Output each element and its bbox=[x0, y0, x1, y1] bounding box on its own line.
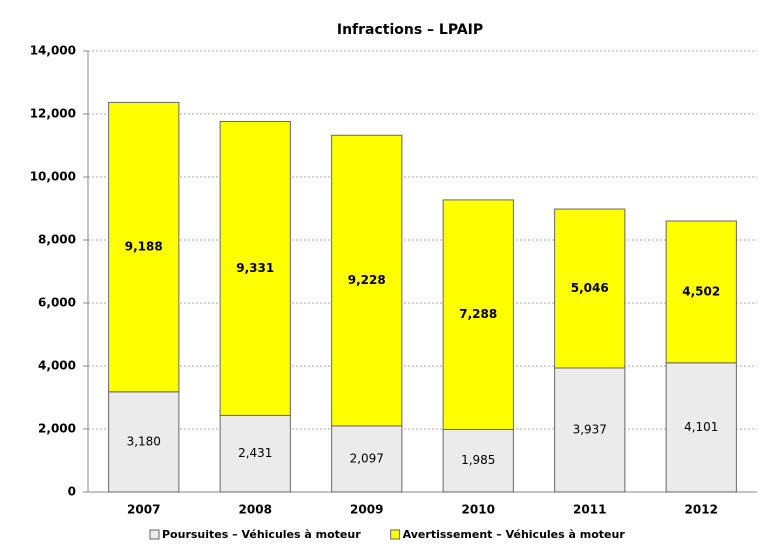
bar-segment bbox=[219, 414, 291, 493]
y-tick-label: 0 bbox=[68, 485, 76, 499]
legend-swatch bbox=[390, 529, 401, 540]
legend-label: Avertissement – Véhicules à moteur bbox=[403, 528, 626, 541]
x-tick-label: 2010 bbox=[462, 503, 495, 517]
bar-segment bbox=[442, 428, 514, 493]
data-label: 2,431 bbox=[238, 446, 272, 460]
bar-segment bbox=[665, 362, 737, 493]
data-label: 9,228 bbox=[348, 273, 386, 287]
y-tick-label: 10,000 bbox=[30, 170, 76, 184]
data-label: 2,097 bbox=[350, 451, 384, 465]
y-tick-label: 4,000 bbox=[38, 359, 76, 373]
bar-segment bbox=[554, 367, 626, 493]
data-label: 7,288 bbox=[459, 307, 497, 321]
y-tick-label: 6,000 bbox=[38, 296, 76, 310]
bar-segment bbox=[442, 199, 514, 430]
data-label: 1,985 bbox=[461, 453, 495, 467]
legend-label: Poursuites – Véhicules à moteur bbox=[162, 528, 361, 541]
legend-swatch bbox=[149, 529, 160, 540]
data-label: 4,101 bbox=[684, 420, 718, 434]
bar-segment bbox=[331, 134, 403, 427]
data-label: 9,331 bbox=[236, 261, 274, 275]
bar-segment bbox=[554, 208, 626, 369]
y-tick-label: 12,000 bbox=[30, 107, 76, 121]
bar-segment bbox=[108, 391, 180, 493]
data-label: 5,046 bbox=[571, 281, 609, 295]
x-tick-label: 2011 bbox=[573, 503, 606, 517]
x-tick-label: 2009 bbox=[350, 503, 383, 517]
y-tick-label: 8,000 bbox=[38, 233, 76, 247]
data-label: 3,937 bbox=[573, 422, 607, 436]
bar-segment bbox=[219, 120, 291, 416]
data-label: 3,180 bbox=[127, 434, 161, 448]
y-tick-label: 14,000 bbox=[30, 44, 76, 58]
data-label: 9,188 bbox=[125, 240, 163, 254]
data-label: 4,502 bbox=[682, 284, 720, 298]
x-tick-label: 2012 bbox=[685, 503, 718, 517]
bar-segment bbox=[665, 220, 737, 364]
y-tick-label: 2,000 bbox=[38, 422, 76, 436]
bar-segment bbox=[108, 101, 180, 393]
chart-title: Infractions – LPAIP bbox=[337, 22, 483, 38]
x-tick-label: 2007 bbox=[127, 503, 160, 517]
x-tick-label: 2008 bbox=[239, 503, 272, 517]
